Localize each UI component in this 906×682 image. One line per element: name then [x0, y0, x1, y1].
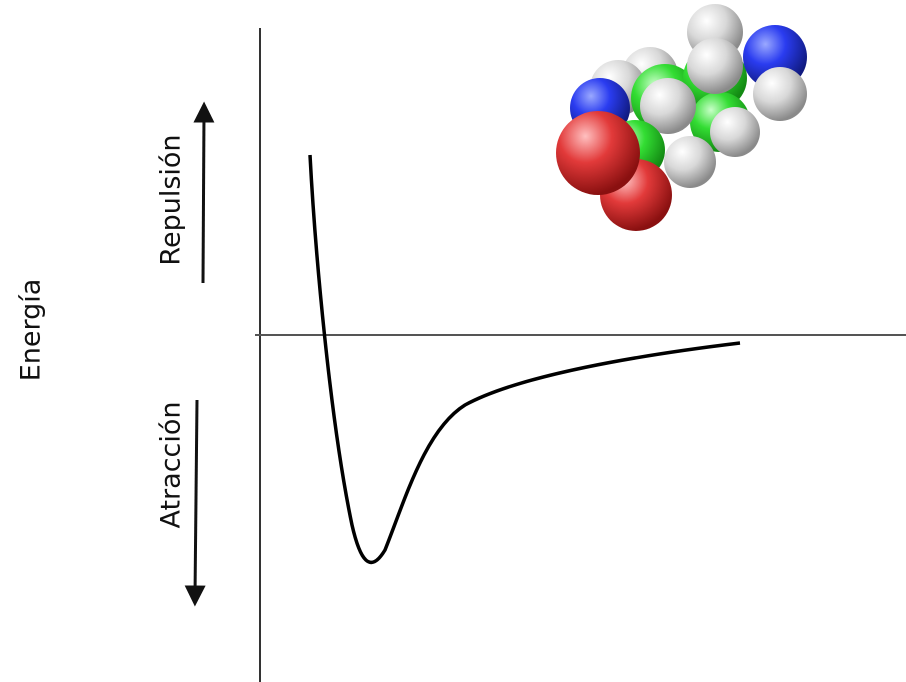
repulsion-arrow	[203, 112, 204, 283]
repulsion-label: Repulsión	[156, 134, 187, 265]
y-axis-label: Energía	[16, 279, 47, 382]
attraction-arrow	[195, 400, 197, 596]
page: Energía Repulsión Atracción (() => { con…	[0, 0, 906, 682]
attraction-label: Atracción	[156, 401, 187, 528]
diagram: Energía Repulsión Atracción	[0, 0, 906, 682]
molecule	[556, 4, 807, 231]
potential-curve	[310, 155, 740, 562]
